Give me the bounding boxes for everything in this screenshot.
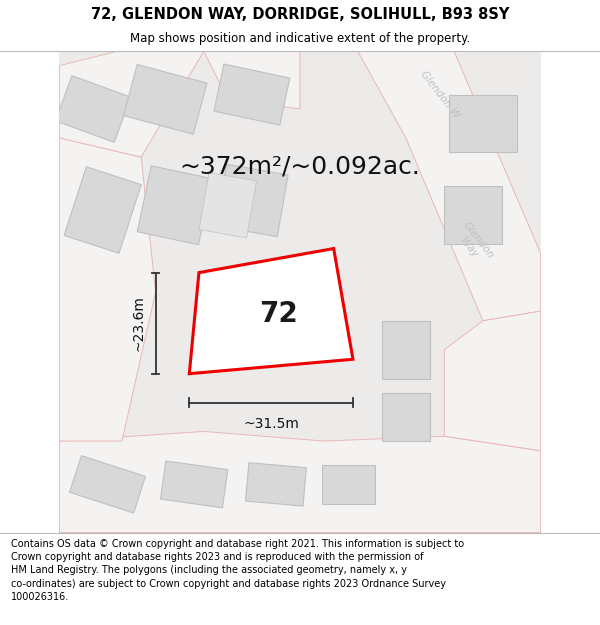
Polygon shape (204, 51, 300, 109)
Polygon shape (449, 94, 517, 152)
Polygon shape (59, 51, 204, 157)
Text: Contains OS data © Crown copyright and database right 2021. This information is : Contains OS data © Crown copyright and d… (11, 539, 464, 602)
Text: Map shows position and indicative extent of the property.: Map shows position and indicative extent… (130, 32, 470, 45)
Polygon shape (190, 249, 353, 374)
Polygon shape (445, 311, 541, 451)
Polygon shape (322, 465, 374, 504)
Polygon shape (59, 431, 541, 532)
Polygon shape (358, 51, 541, 321)
Polygon shape (59, 138, 155, 441)
Polygon shape (55, 76, 131, 142)
Polygon shape (199, 173, 257, 238)
Polygon shape (445, 186, 502, 244)
Text: ~372m²/~0.092ac.: ~372m²/~0.092ac. (179, 155, 421, 179)
Polygon shape (160, 461, 228, 508)
Polygon shape (124, 64, 207, 134)
Polygon shape (215, 164, 288, 237)
Polygon shape (214, 64, 290, 125)
Text: Glendon W: Glendon W (418, 69, 461, 120)
Polygon shape (245, 462, 307, 506)
Polygon shape (137, 166, 212, 245)
Text: Glendon
Way: Glendon Way (451, 220, 495, 268)
Text: ~31.5m: ~31.5m (243, 418, 299, 431)
Polygon shape (382, 393, 430, 441)
Polygon shape (382, 321, 430, 379)
Polygon shape (59, 51, 541, 532)
Polygon shape (64, 167, 142, 253)
Text: 72, GLENDON WAY, DORRIDGE, SOLIHULL, B93 8SY: 72, GLENDON WAY, DORRIDGE, SOLIHULL, B93… (91, 7, 509, 22)
Text: 72: 72 (259, 299, 298, 328)
Text: ~23.6m: ~23.6m (132, 295, 146, 351)
Polygon shape (70, 456, 145, 513)
